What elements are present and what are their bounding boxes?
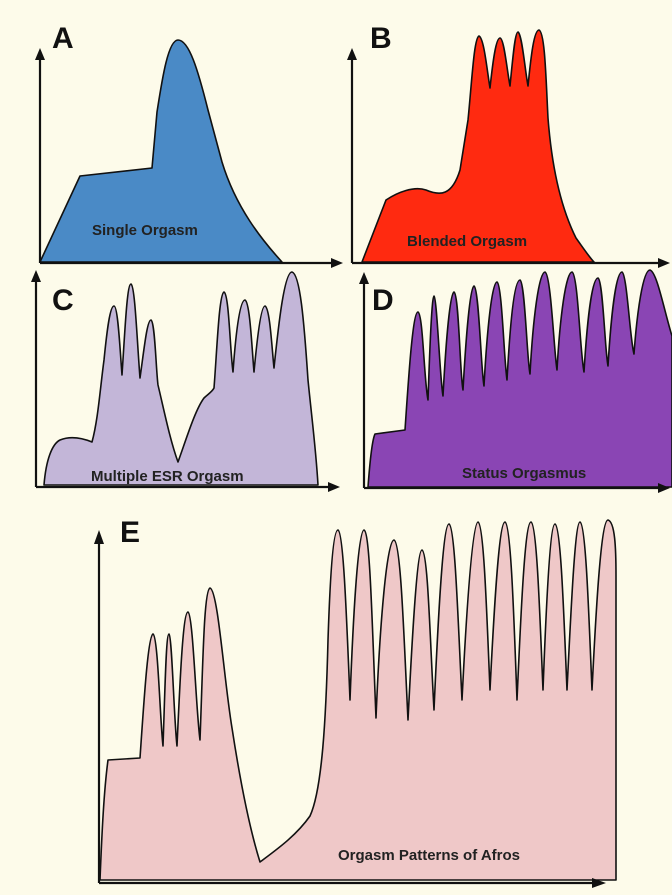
panel-d-curve <box>367 269 672 488</box>
panel-b-x-arrow <box>658 258 670 268</box>
panel-a-caption: Single Orgasm <box>92 222 198 239</box>
panel-a-letter: A <box>52 22 74 55</box>
panel-d-y-arrow <box>359 272 369 284</box>
panel-c-curve <box>43 271 319 486</box>
panel-d-caption: Status Orgasmus <box>462 465 586 482</box>
panel-b: B Blended Orgasm <box>347 22 670 268</box>
panel-c-letter: C <box>52 284 74 317</box>
panel-b-caption: Blended Orgasm <box>407 233 527 250</box>
panel-a-x-arrow <box>331 258 343 268</box>
panel-e-y-arrow <box>94 530 104 544</box>
panel-a-y-arrow <box>35 48 45 60</box>
panel-c: C Multiple ESR Orgasm <box>31 270 340 492</box>
panel-c-caption: Multiple ESR Orgasm <box>91 468 244 485</box>
panel-a: A Single Orgasm <box>35 22 343 268</box>
panel-c-y-arrow <box>31 270 41 282</box>
panel-b-y-arrow <box>347 48 357 60</box>
panel-e-x-arrow <box>592 878 606 888</box>
panel-d-letter: D <box>372 284 394 317</box>
panel-a-curve <box>39 39 283 263</box>
panel-d: D Status Orgasmus <box>359 269 672 493</box>
panel-c-x-arrow <box>328 482 340 492</box>
panel-d-x-arrow <box>658 483 670 493</box>
panel-e: E Orgasm Patterns of Afros <box>94 516 617 888</box>
panel-e-caption: Orgasm Patterns of Afros <box>338 847 520 864</box>
panel-e-letter: E <box>120 516 140 549</box>
panel-b-curve <box>361 29 595 263</box>
panel-b-letter: B <box>370 22 392 55</box>
panel-e-curve <box>99 519 617 881</box>
